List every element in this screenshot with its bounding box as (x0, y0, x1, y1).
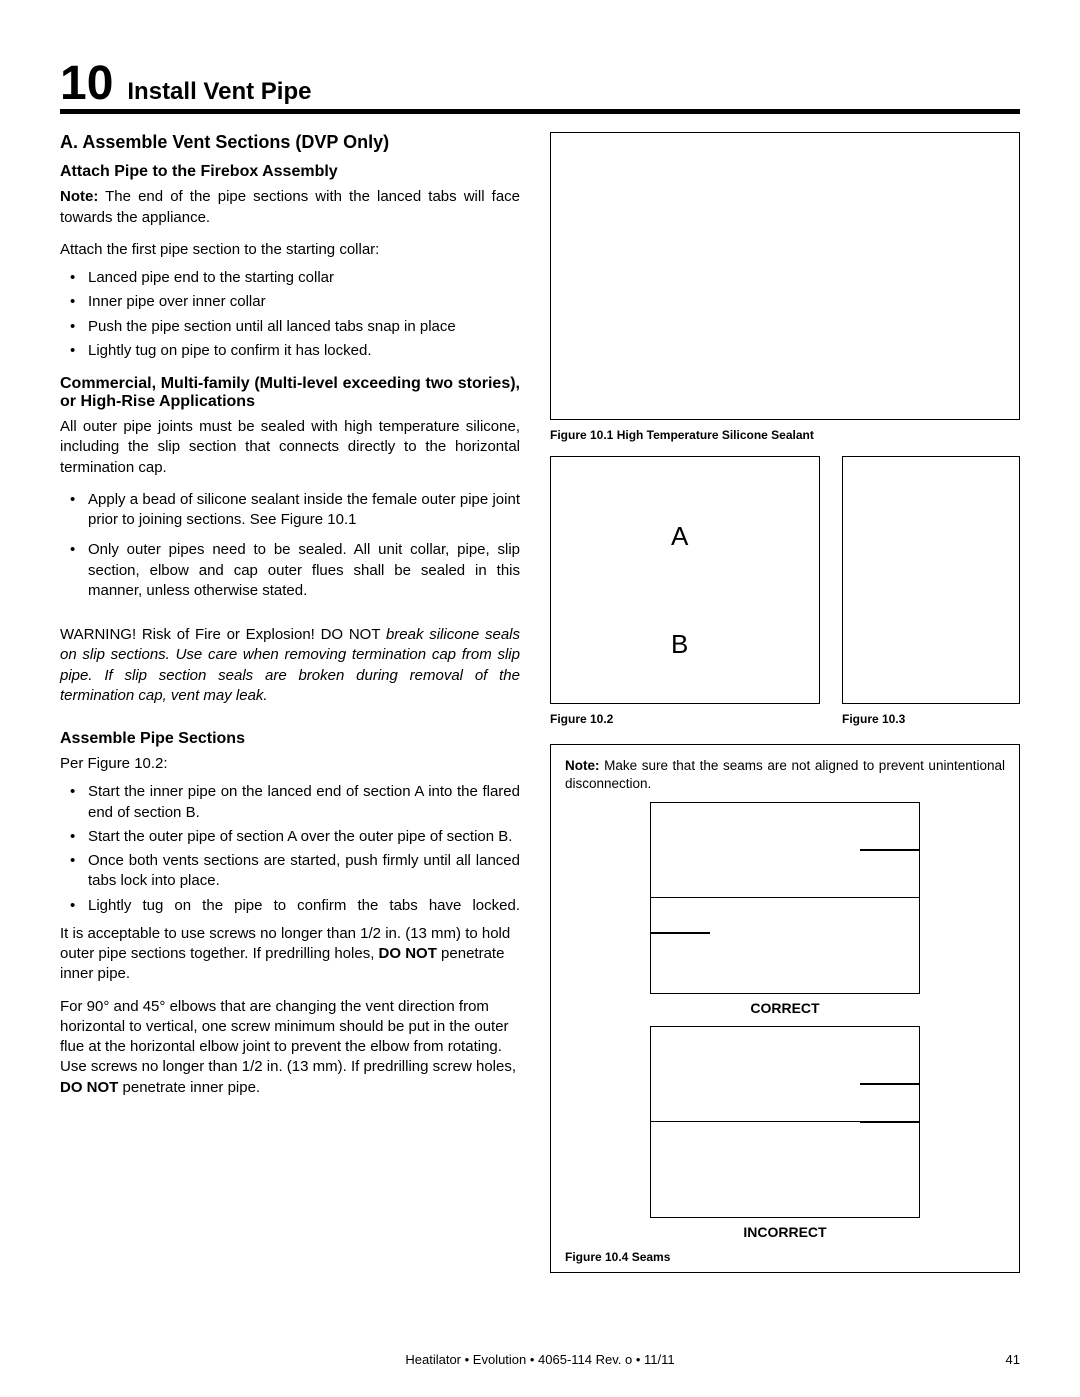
list-item: Lanced pipe end to the starting collar (70, 268, 520, 288)
figure-10-2-label-b: B (671, 629, 688, 660)
list-item: Once both vents sections are started, pu… (70, 851, 520, 892)
note-label: Note: (60, 188, 98, 205)
subheading-assemble: Assemble Pipe Sections (60, 730, 520, 748)
p-elbows-b: DO NOT (60, 1079, 118, 1096)
seam-line (860, 1083, 920, 1085)
p-elbows: For 90° and 45° elbows that are changing… (60, 997, 520, 1098)
figure-10-2-box: A B (550, 456, 820, 704)
p-elbows-a: For 90° and 45° elbows that are changing… (60, 998, 516, 1076)
list-attach: Lanced pipe end to the starting collar I… (70, 268, 520, 361)
p-per-fig: Per Figure 10.2: (60, 754, 520, 774)
footer-center-text: Heatilator • Evolution • 4065-114 Rev. o… (60, 1352, 1020, 1367)
subheading-attach: Attach Pipe to the Firebox Assembly (60, 163, 520, 181)
chapter-title: Install Vent Pipe (127, 79, 311, 109)
left-column: A. Assemble Vent Sections (DVP Only) Att… (60, 132, 520, 1273)
note-label: Note: (565, 758, 600, 773)
p-elbows-c: penetrate inner pipe. (118, 1079, 260, 1096)
seam-box-bottom (650, 1122, 920, 1218)
two-column-layout: A. Assemble Vent Sections (DVP Only) Att… (60, 132, 1020, 1273)
seam-box-top (650, 802, 920, 898)
seam-line (650, 932, 710, 934)
figure-row-captions: Figure 10.2 Figure 10.3 (550, 712, 1020, 726)
figure-10-1-box (550, 132, 1020, 420)
warning-paragraph: WARNING! Risk of Fire or Explosion! DO N… (60, 625, 520, 706)
warning-lead: WARNING! Risk of Fire or Explosion! DO N… (60, 626, 386, 643)
p-screws: It is acceptable to use screws no longer… (60, 924, 520, 985)
list-item: Apply a bead of silicone sealant inside … (70, 490, 520, 531)
figure-row-10-2-3: A B (550, 456, 1020, 704)
p-attach-intro: Attach the first pipe section to the sta… (60, 240, 520, 260)
figure-10-4-container: Note: Make sure that the seams are not a… (550, 744, 1020, 1273)
list-item: Lightly tug on pipe to confirm it has lo… (70, 341, 520, 361)
figure-10-3-box (842, 456, 1020, 704)
seam-line (860, 849, 920, 851)
correct-label: CORRECT (565, 1000, 1005, 1016)
figure-10-2-caption: Figure 10.2 (550, 712, 820, 726)
list-item: Start the outer pipe of section A over t… (70, 827, 520, 847)
chapter-header: 10 Install Vent Pipe (60, 60, 1020, 114)
list-assemble: Start the inner pipe on the lanced end o… (70, 782, 520, 916)
right-column: Figure 10.1 High Temperature Silicone Se… (550, 132, 1020, 1273)
figure-10-1-caption: Figure 10.1 High Temperature Silicone Se… (550, 428, 1020, 442)
chapter-number: 10 (60, 60, 113, 108)
figure-10-2-label-a: A (671, 521, 688, 552)
page-footer: Heatilator • Evolution • 4065-114 Rev. o… (60, 1352, 1020, 1367)
note-paragraph: Note: The end of the pipe sections with … (60, 187, 520, 228)
list-item: Push the pipe section until all lanced t… (70, 317, 520, 337)
list-item: Inner pipe over inner collar (70, 292, 520, 312)
note-text: Make sure that the seams are not aligned… (565, 758, 1005, 791)
seam-incorrect-figure (650, 1026, 920, 1218)
seam-line (860, 1121, 920, 1123)
list-item: Lightly tug on the pipe to confirm the t… (70, 896, 520, 916)
seam-box-top (650, 1026, 920, 1122)
incorrect-label: INCORRECT (565, 1224, 1005, 1240)
subheading-commercial: Commercial, Multi-family (Multi-level ex… (60, 375, 520, 411)
seam-box-bottom (650, 898, 920, 994)
figure-10-4-note: Note: Make sure that the seams are not a… (565, 757, 1005, 792)
list-item: Only outer pipes need to be sealed. All … (70, 540, 520, 601)
list-silicone: Apply a bead of silicone sealant inside … (70, 490, 520, 601)
seam-correct-figure (650, 802, 920, 994)
figure-10-4-caption: Figure 10.4 Seams (565, 1250, 1005, 1264)
list-item: Start the inner pipe on the lanced end o… (70, 782, 520, 823)
figure-10-3-caption: Figure 10.3 (842, 712, 1020, 726)
p-silicone: All outer pipe joints must be sealed wit… (60, 417, 520, 478)
section-a-heading: A. Assemble Vent Sections (DVP Only) (60, 132, 520, 153)
p-screws-b: DO NOT (379, 945, 437, 962)
note-text: The end of the pipe sections with the la… (60, 188, 520, 225)
